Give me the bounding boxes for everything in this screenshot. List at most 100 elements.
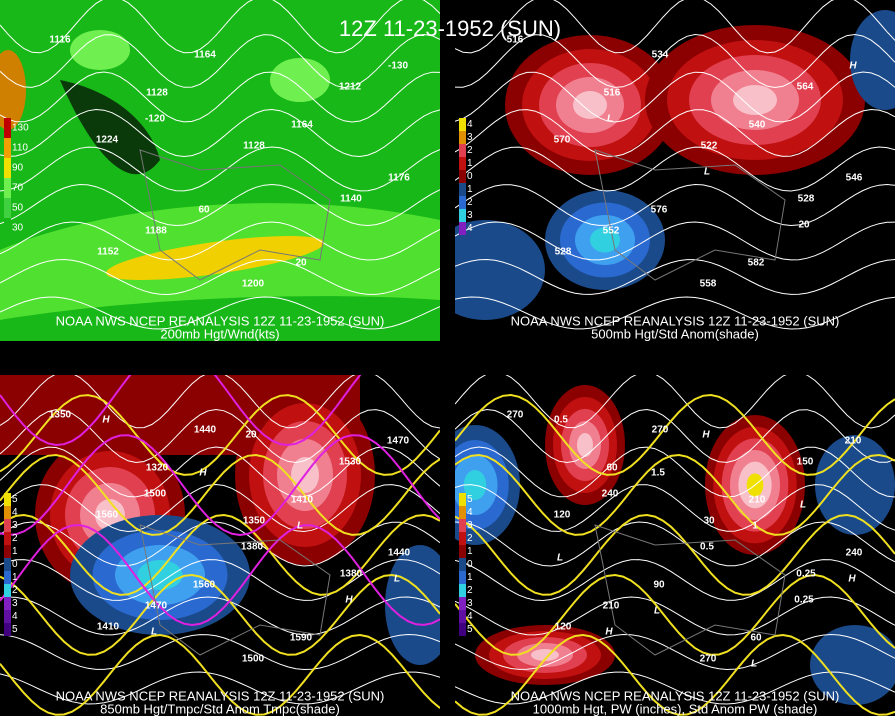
coastline [139,149,331,281]
legend-label: 5 [467,494,473,505]
height-contour [0,296,440,330]
contour-label: 60 [198,205,210,216]
legend-swatch [4,558,11,571]
legend-swatch [459,222,466,235]
legend-swatch [459,157,466,170]
panel-subcaption: 850mb Hgt/Tmpc/Std Anom Tmpc(shade) [100,701,340,716]
legend-label: 30 [12,223,24,234]
panel-body: 5 4 3 2 1 0 1 2 3 4 5 1350 1320 1350 1380 1410 1440 1410 1… [0,375,440,716]
legend-swatch [4,610,11,623]
height-contour [455,146,895,192]
contour-label: 516 [507,35,524,46]
legend-label: 1 [467,572,473,583]
legend-label: 0 [12,559,18,570]
contour-label: 1212 [339,82,362,93]
height-contour [0,408,440,464]
contour-label: 558 [700,279,717,290]
contour-label: 210 [845,436,862,447]
main-title: 12Z 11-23-1952 (SUN) [339,16,561,41]
legend-swatch [4,571,11,584]
contour-label: 1350 [49,410,72,421]
contour-label: 1410 [291,495,314,506]
contour-label: H [102,415,110,426]
legend-label: 130 [12,123,29,134]
height-contour [455,408,895,464]
contour-label: 20 [295,258,307,269]
height-contour [455,33,895,89]
contour-label: L [297,521,303,532]
legend-label: 1 [12,572,18,583]
legend-swatch [4,118,11,138]
legend-label: 5 [12,494,18,505]
contour-label: 240 [602,489,619,500]
height-contour [455,71,895,123]
height-contour [0,221,440,261]
contour-label: 270 [507,410,524,421]
legend-swatch [459,623,466,636]
coastline [139,524,331,656]
contour-label: 1560 [96,510,119,521]
height-contour [455,633,895,671]
height-contour [455,221,895,261]
legend-label: 50 [12,203,24,214]
legend-swatch [4,532,11,545]
height-contour [0,596,440,636]
contour-label: L [800,500,806,511]
contour-label: 522 [701,141,718,152]
height-contour [0,633,440,671]
anomaly-shade [815,435,895,535]
coastline [594,149,786,281]
contour-label: 210 [603,601,620,612]
legend-swatch [4,178,11,198]
legend-swatch [4,138,11,158]
contour-label: 1530 [339,457,362,468]
contour-label: 1440 [388,548,411,559]
contour-label: 0.25 [796,569,816,580]
legend-swatch [459,571,466,584]
trough [60,80,160,175]
contour-label: 552 [603,226,620,237]
jet-core [106,235,324,281]
legend-label: 90 [12,163,24,174]
panel-caption: NOAA NWS NCEP REANALYSIS 12Z 11-23-1952 … [511,688,840,703]
height-contour [0,108,440,158]
contour-label: 1350 [243,516,266,527]
legend-label: 1 [467,184,473,195]
panel: 130 110 90 70 50 30 1116 1128 1128 1140 1152 1164 11… [0,0,440,341]
contour-label: L [654,606,660,617]
legend-swatch [459,506,466,519]
legend-swatch [459,610,466,623]
panel: 5 4 3 2 1 0 1 2 3 4 5 1350 1320 1350 1380 1410 1440 1410 1… [0,375,440,716]
height-contour [455,183,895,227]
contour-label: 528 [798,194,815,205]
contour-label: 0.5 [700,542,714,553]
legend-label: 2 [12,533,18,544]
anomaly-shade [733,85,777,115]
pw-contour [0,573,440,656]
contour-label: 1440 [194,425,217,436]
contour-label: L [557,553,563,564]
height-contour [0,483,440,533]
contour-label: 576 [651,205,668,216]
legend-swatch [459,532,466,545]
legend-label: 5 [467,624,473,635]
legend-label: 4 [12,611,18,622]
contour-label: 60 [750,633,762,644]
legend-swatch [4,493,11,506]
height-contour [455,258,895,295]
contour-label: H [345,595,353,606]
legend-swatch [4,158,11,178]
height-contour [455,671,895,705]
height-contour [455,0,895,54]
contour-label: 1470 [145,601,168,612]
contour-label: 90 [653,580,665,591]
panel-subcaption: 1000mb Hgt, PW (inches), Std Anom PW (sh… [533,701,818,716]
legend-swatch [459,584,466,597]
legend-swatch [4,623,11,636]
legend-label: 4 [467,223,473,234]
height-contour [0,183,440,227]
pw-contour [455,393,895,476]
legend-label: 3 [12,598,18,609]
